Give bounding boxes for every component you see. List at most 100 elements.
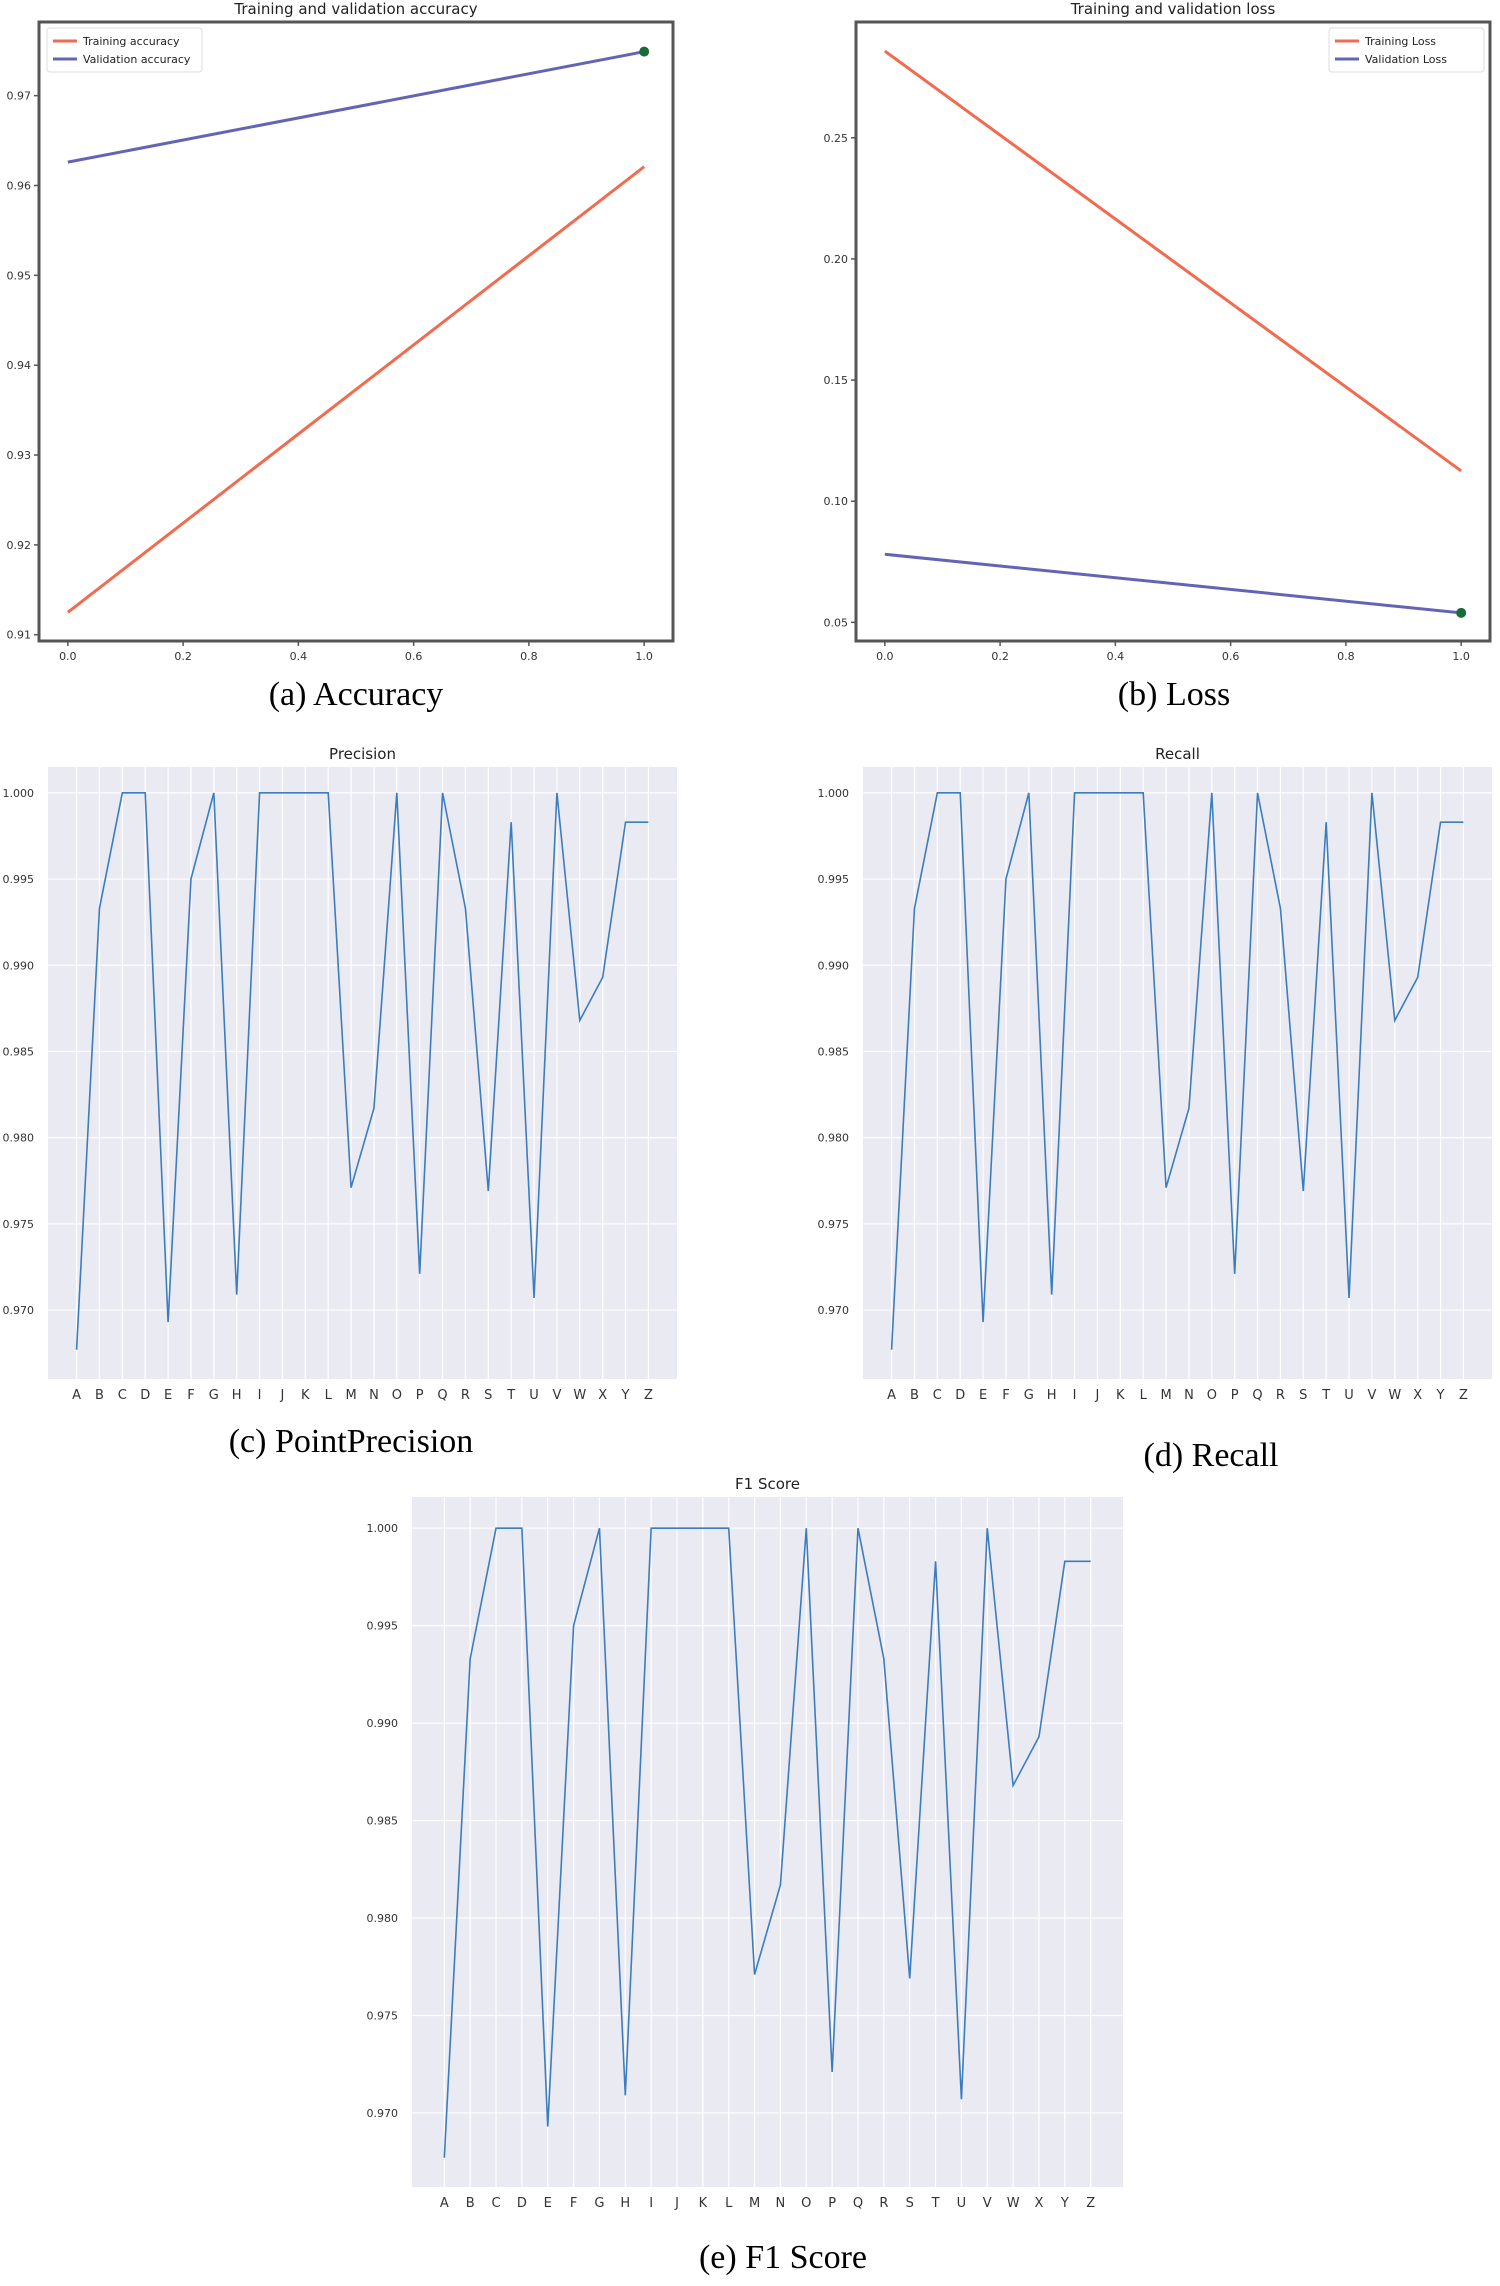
x-tick-label: B	[466, 2196, 475, 2211]
y-tick-label: 0.96	[7, 180, 32, 193]
x-tick-label: K	[699, 2196, 708, 2211]
y-tick-label: 0.95	[7, 269, 32, 282]
x-tick-label: H	[1047, 1388, 1057, 1403]
x-tick-label: Y	[1060, 2196, 1069, 2211]
chart-precision: Precision 0.970 0.975 0.980 0.985 0.990 0.995 1…	[3, 745, 677, 1460]
legend: Training accuracy Validation accuracy	[46, 27, 203, 73]
x-tick-label: E	[544, 2196, 552, 2211]
x-tick-label: G	[209, 1388, 219, 1403]
y-tick-label: 0.990	[3, 959, 35, 972]
chart-f1: F1 Score 0.970 0.975 0.980 0.985 0.990 0.995 1.…	[367, 1475, 1123, 2276]
plot-area	[48, 767, 677, 1379]
y-tick-label: 0.15	[824, 374, 849, 387]
y-tick-label: 0.980	[367, 1912, 399, 1925]
y-tick-label: 0.970	[367, 2107, 399, 2120]
x-tick-label: C	[491, 2196, 500, 2211]
y-tick-label: 0.10	[824, 495, 849, 508]
x-tick-label: V	[552, 1388, 561, 1403]
x-tick-label: T	[1321, 1388, 1330, 1403]
figure-caption: (a) Accuracy	[269, 676, 444, 713]
legend: Training Loss Validation Loss	[1328, 27, 1485, 73]
x-tick-label: L	[725, 2196, 733, 2211]
legend-label: Validation accuracy	[83, 53, 191, 66]
y-tick-label: 1.000	[367, 1522, 399, 1535]
y-tick-label: 1.000	[818, 787, 850, 800]
x-tick-label: X	[1413, 1388, 1422, 1403]
x-tick-label: I	[649, 2196, 653, 2211]
y-tick-label: 0.94	[7, 359, 32, 372]
x-tick-label: L	[1140, 1388, 1148, 1403]
x-tick-label: 0.8	[1337, 650, 1355, 663]
y-tick-label: 0.93	[7, 449, 32, 462]
y-tick-label: 0.91	[7, 629, 32, 642]
series-line-training-loss	[883, 49, 1463, 473]
y-tick-label: 0.975	[367, 2009, 399, 2022]
x-tick-label: Y	[621, 1388, 630, 1403]
x-tick-label: F	[1002, 1388, 1009, 1403]
legend-label: Training Loss	[1364, 35, 1436, 48]
x-tick-label: N	[776, 2196, 786, 2211]
x-tick-label: Z	[1086, 2196, 1095, 2211]
y-tick-label: 0.980	[3, 1132, 35, 1145]
legend-box	[1328, 27, 1485, 73]
x-tick-label: S	[1299, 1388, 1307, 1403]
x-tick-label: W	[1007, 2196, 1020, 2211]
x-tick-label: J	[674, 2196, 679, 2211]
x-tick-label: H	[620, 2196, 630, 2211]
figure-caption: (e) F1 Score	[699, 2239, 867, 2276]
x-tick-label: 1.0	[635, 650, 653, 663]
x-tick-label: 0.6	[405, 650, 423, 663]
x-tick-label: J	[280, 1388, 285, 1403]
x-tick-label: C	[118, 1388, 127, 1403]
plot-area	[412, 1497, 1123, 2187]
chart-accuracy: Training and validation accuracy 0.91 0.92…	[7, 0, 675, 713]
plot-area	[854, 20, 1492, 643]
x-tick-label: H	[232, 1388, 242, 1403]
x-tick-label: M	[345, 1388, 356, 1403]
y-tick-label: 0.980	[818, 1132, 850, 1145]
chart-title: F1 Score	[735, 1475, 800, 1493]
x-tick-label: D	[140, 1388, 150, 1403]
x-tick-label: Y	[1436, 1388, 1445, 1403]
x-tick-label: A	[440, 2196, 449, 2211]
x-tick-label: G	[1024, 1388, 1034, 1403]
x-tick-label: W	[1388, 1388, 1401, 1403]
chart-title: Training and validation loss	[1070, 0, 1276, 18]
x-tick-label: U	[1344, 1388, 1354, 1403]
x-tick-label: 0.2	[991, 650, 1009, 663]
x-tick-label: P	[828, 2196, 836, 2211]
y-tick-label: 0.995	[367, 1620, 399, 1633]
figure-caption: (d) Recall	[1144, 1437, 1279, 1474]
x-tick-label: 0.0	[876, 650, 894, 663]
series-line-validation-accuracy	[67, 50, 645, 164]
x-tick-label: M	[749, 2196, 760, 2211]
x-tick-label: S	[906, 2196, 914, 2211]
y-tick-label: 0.990	[818, 959, 850, 972]
x-tick-label: C	[933, 1388, 942, 1403]
x-tick-label: Q	[437, 1388, 447, 1403]
x-tick-label: W	[573, 1388, 586, 1403]
x-tick-label: T	[506, 1388, 515, 1403]
x-tick-label: I	[258, 1388, 262, 1403]
chart-recall: Recall 0.970 0.975 0.980 0.985 0.990 0.995 1.00…	[818, 745, 1492, 1474]
best-point-marker	[1456, 607, 1467, 618]
chart-title: Precision	[329, 745, 396, 763]
x-tick-label: 0.0	[59, 650, 77, 663]
y-tick-label: 0.970	[818, 1304, 850, 1317]
x-tick-label: O	[801, 2196, 811, 2211]
y-tick-label: 0.990	[367, 1717, 399, 1730]
x-tick-label: K	[301, 1388, 310, 1403]
x-tick-label: P	[416, 1388, 424, 1403]
x-tick-label: K	[1116, 1388, 1125, 1403]
y-tick-label: 0.25	[824, 132, 849, 145]
x-tick-label: L	[325, 1388, 333, 1403]
x-tick-label: N	[1184, 1388, 1194, 1403]
x-tick-label: A	[887, 1388, 896, 1403]
series-line-training-accuracy	[66, 165, 646, 614]
y-tick-label: 0.975	[3, 1218, 35, 1231]
y-tick-label: 0.05	[824, 616, 849, 629]
y-tick-label: 1.000	[3, 787, 35, 800]
best-point-marker	[639, 46, 650, 57]
x-tick-label: 0.8	[520, 650, 538, 663]
